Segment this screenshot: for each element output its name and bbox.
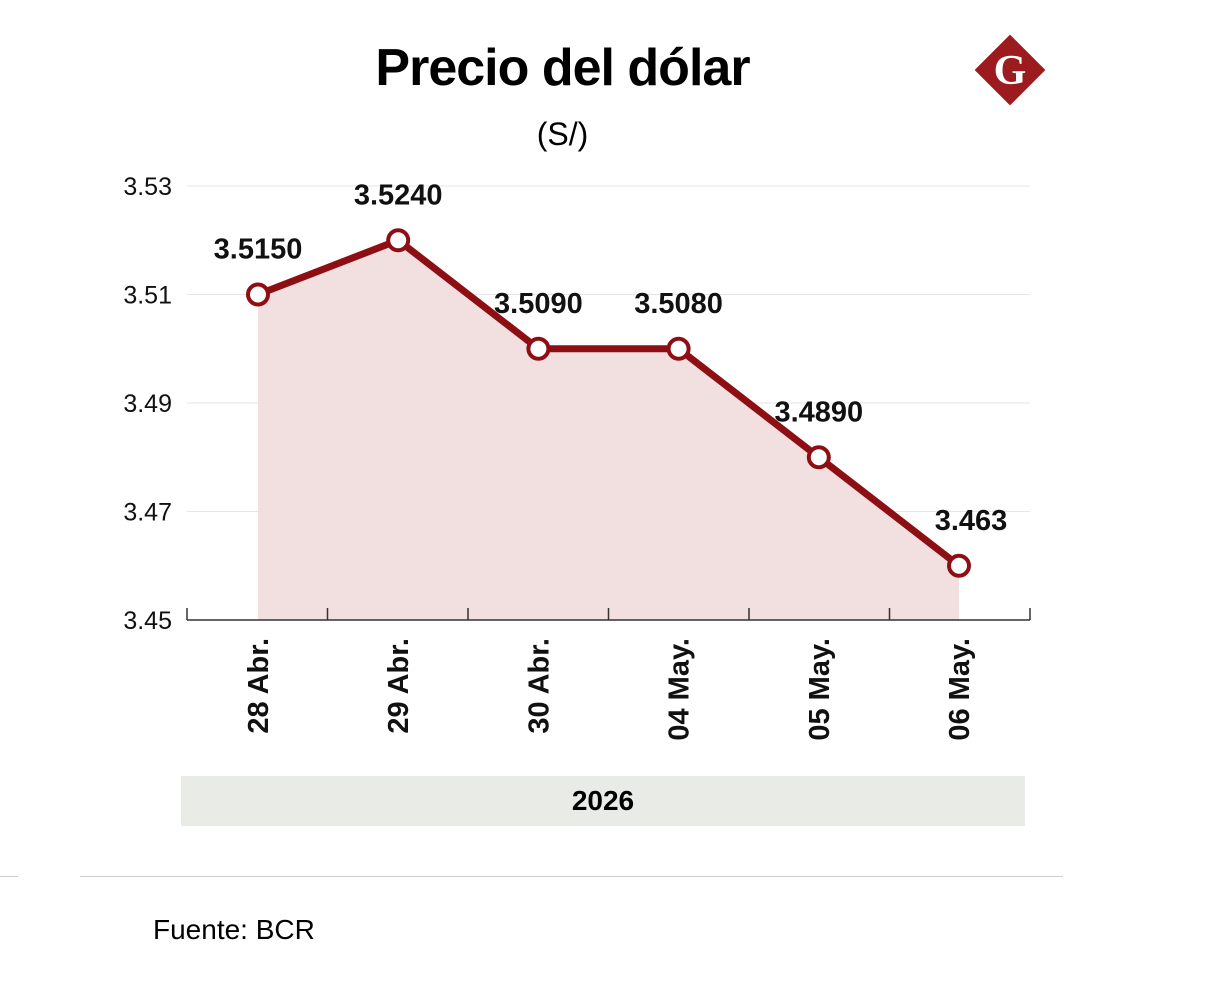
source-note: Fuente: BCR xyxy=(153,914,315,945)
y-tick-label: 3.53 xyxy=(123,173,172,201)
data-label: 3.5240 xyxy=(354,179,443,211)
data-point xyxy=(947,553,971,578)
divider xyxy=(80,876,1063,877)
data-label: 3.463 xyxy=(935,505,1008,537)
data-point xyxy=(806,445,831,470)
logo-letter: G xyxy=(994,48,1027,94)
data-label: 3.5090 xyxy=(494,288,583,320)
data-point xyxy=(246,282,270,307)
data-point xyxy=(386,228,411,253)
x-tick-label: 06 May. xyxy=(944,638,976,741)
x-tick-label: 28 Abr. xyxy=(243,638,275,734)
y-tick-label: 3.49 xyxy=(123,390,172,418)
y-tick-label: 3.47 xyxy=(123,499,172,527)
x-tick-label: 29 Abr. xyxy=(383,638,415,734)
data-point xyxy=(666,336,691,361)
g-diamond-logo-icon: G xyxy=(974,34,1046,106)
area-fill xyxy=(258,240,959,620)
chart-title: Precio del dólar xyxy=(375,39,750,97)
y-tick-label: 3.45 xyxy=(123,607,172,635)
data-label: 3.5150 xyxy=(214,234,303,266)
chart-unit: (S/) xyxy=(536,116,589,152)
year-label: 2026 xyxy=(571,785,635,816)
divider-short xyxy=(0,876,18,877)
x-tick-label: 30 Abr. xyxy=(523,638,555,734)
line-chart: 3.53 3.51 3.49 3.47 3.45 3.5150 3.5240 3.5090 3.… xyxy=(123,173,1031,741)
year-band: 2026 xyxy=(181,776,1025,826)
data-label: 3.4890 xyxy=(774,396,863,428)
series-line xyxy=(254,236,963,570)
x-tick-label: 05 May. xyxy=(804,638,836,741)
data-label: 3.5080 xyxy=(634,288,723,320)
data-point xyxy=(526,336,551,361)
x-tick-label: 04 May. xyxy=(664,638,696,741)
y-tick-label: 3.51 xyxy=(123,282,172,310)
